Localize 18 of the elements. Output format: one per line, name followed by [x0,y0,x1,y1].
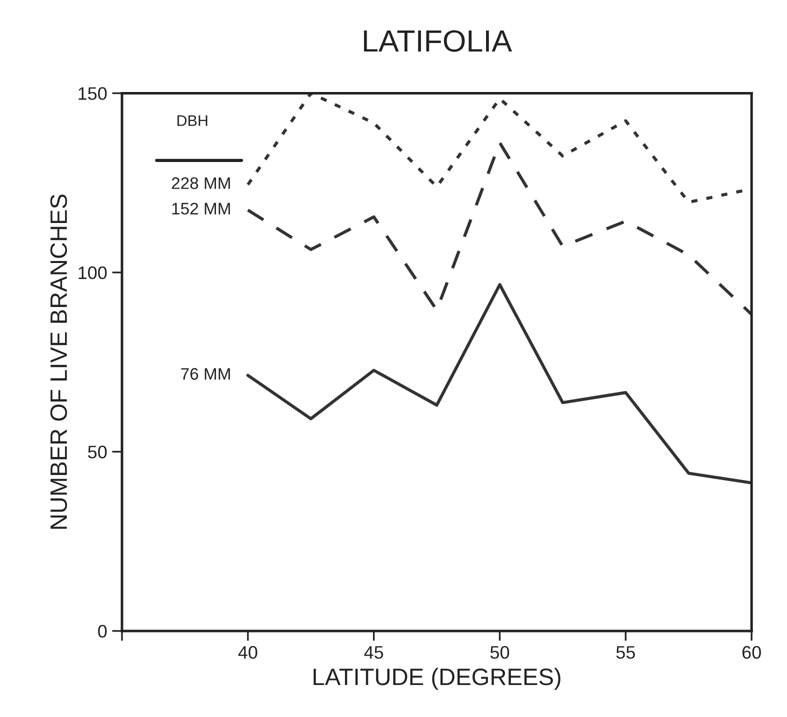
line-series [246,141,752,316]
y-tick-label: 0 [98,624,107,638]
series-label: 228 MM [172,177,230,190]
y-axis-title: NUMBER OF LIVE BRANCHES [50,194,68,529]
y-tick-label: 50 [88,446,107,458]
x-tick-label: 50 [490,646,510,659]
x-tick-label: 60 [742,646,761,659]
y-tick-label: 150 [78,87,107,100]
legend-title: DBH [177,115,208,126]
y-tick-label: 100 [78,266,107,280]
chart-title: LATIFOLIA [364,30,512,52]
series-label: 152 MM [172,202,230,215]
x-tick-label: 55 [616,646,635,659]
x-tick-label: 45 [364,646,384,659]
line-series [246,283,752,484]
series-label: 76 MM [181,368,230,380]
x-tick-label: 40 [238,646,258,659]
x-axis-title: LATITUDE (DEGREES) [314,668,560,690]
